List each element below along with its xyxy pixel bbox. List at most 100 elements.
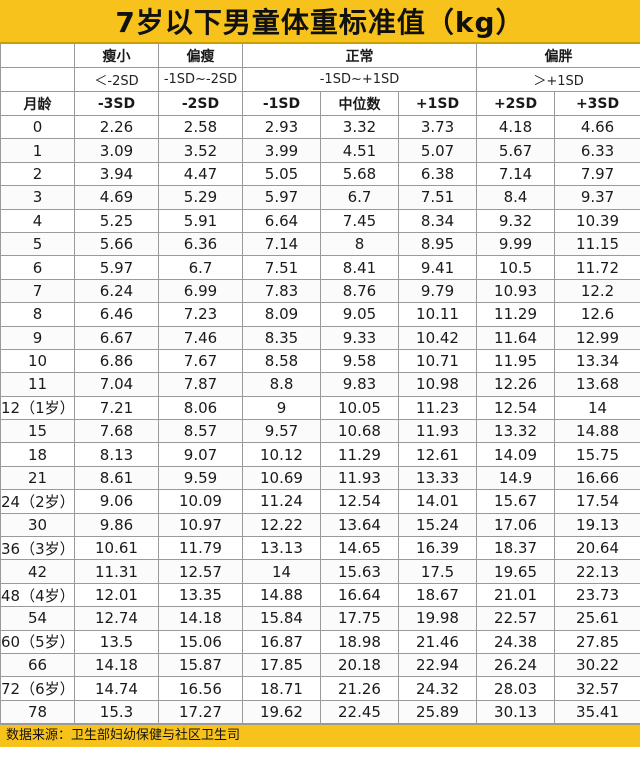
table-row: 66 14.18 15.87 17.85 20.18 22.94 26.24 30.22 (0, 652, 640, 678)
value-cell: 10.71 (397, 348, 478, 374)
value-cell: 12.61 (397, 442, 478, 467)
value-cell: 9.59 (158, 465, 243, 491)
weight-table: 瘦小 偏瘦 正常 偏胖 ＜-2SD -1SD~-2SD -1SD~+1SD ＞+… (0, 43, 640, 725)
value-cell: 8.06 (158, 395, 243, 421)
value-cell: 32.57 (554, 676, 640, 701)
value-cell: 8.35 (242, 325, 321, 350)
table-row: 72（6岁） 14.74 16.56 18.71 21.26 24.32 28.03 32.5… (0, 676, 640, 701)
value-cell: 7.14 (476, 161, 556, 187)
table-row: 48（4岁） 12.01 13.35 14.88 16.64 18.67 21.01 23.7… (0, 582, 640, 608)
value-cell: 6.86 (74, 348, 159, 374)
table-row: 11 7.04 7.87 8.8 9.83 10.98 12.26 13.68 (0, 372, 640, 397)
range-overweight: ＞+1SD (476, 67, 640, 92)
value-cell: 2.93 (242, 114, 321, 140)
value-cell: 10.97 (158, 512, 243, 538)
table-row: 1 3.09 3.52 3.99 4.51 5.07 5.67 6.33 (0, 138, 640, 163)
group-header-normal: 正常 (241, 43, 478, 68)
value-cell: 10.98 (397, 372, 478, 397)
age-cell: 0 (0, 114, 75, 140)
value-cell: 12.26 (476, 372, 556, 397)
table-row: 30 9.86 10.97 12.22 13.64 15.24 17.06 19.13 (0, 512, 640, 538)
value-cell: 12.54 (320, 489, 399, 514)
value-cell: 8.76 (320, 278, 399, 304)
group-header-underweight: 偏瘦 (158, 43, 243, 68)
table-row: 4 5.25 5.91 6.64 7.45 8.34 9.32 10.39 (0, 208, 640, 233)
value-cell: 19.13 (554, 512, 640, 538)
value-cell: 30.22 (554, 652, 640, 678)
value-cell: 12.57 (158, 559, 243, 584)
header-range-row: ＜-2SD -1SD~-2SD -1SD~+1SD ＞+1SD (0, 67, 640, 92)
column-header-row: 月龄 -3SD -2SD -1SD 中位数 +1SD +2SD +3SD (0, 91, 640, 116)
value-cell: 11.93 (397, 419, 478, 444)
value-cell: 9.79 (397, 278, 478, 304)
value-cell: 7.87 (158, 372, 243, 397)
value-cell: 7.51 (397, 185, 478, 210)
value-cell: 8 (320, 231, 399, 257)
page-title: 7岁以下男童体重标准值（kg） (0, 0, 640, 43)
value-cell: 6.99 (158, 278, 243, 304)
value-cell: 5.66 (74, 231, 159, 257)
value-cell: 15.3 (74, 699, 159, 725)
value-cell: 16.87 (242, 629, 321, 654)
value-cell: 8.58 (242, 348, 321, 374)
value-cell: 9.58 (320, 348, 399, 374)
value-cell: 8.09 (242, 302, 321, 327)
value-cell: 13.32 (476, 419, 556, 444)
value-cell: 10.42 (397, 325, 478, 350)
value-cell: 7.68 (74, 419, 159, 444)
value-cell: 6.33 (554, 138, 640, 163)
value-cell: 5.97 (74, 255, 159, 280)
value-cell: 8.13 (74, 442, 159, 467)
value-cell: 2.58 (158, 114, 243, 140)
value-cell: 12.99 (554, 325, 640, 350)
table-row: 9 6.67 7.46 8.35 9.33 10.42 11.64 12.99 (0, 325, 640, 350)
value-cell: 7.23 (158, 302, 243, 327)
column-header: +1SD (397, 91, 478, 116)
header-group-row: 瘦小 偏瘦 正常 偏胖 (0, 43, 640, 68)
value-cell: 5.07 (397, 138, 478, 163)
age-cell: 42 (0, 559, 75, 584)
table-row: 36（3岁） 10.61 11.79 13.13 14.65 16.39 18.37 20.6… (0, 536, 640, 561)
value-cell: 28.03 (476, 676, 556, 701)
value-cell: 5.05 (242, 161, 321, 187)
age-cell: 12（1岁） (0, 395, 75, 421)
value-cell: 24.38 (476, 629, 556, 654)
value-cell: 12.01 (74, 582, 159, 608)
value-cell: 9.07 (158, 442, 243, 467)
table-row: 42 11.31 12.57 14 15.63 17.5 19.65 22.13 (0, 559, 640, 584)
value-cell: 13.5 (74, 629, 159, 654)
value-cell: 7.97 (554, 161, 640, 187)
value-cell: 7.67 (158, 348, 243, 374)
value-cell: 15.84 (242, 606, 321, 631)
value-cell: 13.68 (554, 372, 640, 397)
age-cell: 36（3岁） (0, 536, 75, 561)
value-cell: 21.46 (397, 629, 478, 654)
age-cell: 30 (0, 512, 75, 538)
value-cell: 9.86 (74, 512, 159, 538)
value-cell: 13.13 (242, 536, 321, 561)
value-cell: 3.94 (74, 161, 159, 187)
value-cell: 4.51 (320, 138, 399, 163)
value-cell: 12.22 (242, 512, 321, 538)
value-cell: 10.93 (476, 278, 556, 304)
value-cell: 16.39 (397, 536, 478, 561)
value-cell: 6.7 (320, 185, 399, 210)
table-row: 18 8.13 9.07 10.12 11.29 12.61 14.09 15.75 (0, 442, 640, 467)
table-row: 10 6.86 7.67 8.58 9.58 10.71 11.95 13.34 (0, 348, 640, 374)
value-cell: 11.95 (476, 348, 556, 374)
value-cell: 9.41 (397, 255, 478, 280)
age-cell: 54 (0, 606, 75, 631)
value-cell: 5.91 (158, 208, 243, 233)
table-row: 5 5.66 6.36 7.14 8 8.95 9.99 11.15 (0, 231, 640, 257)
column-header: +3SD (554, 91, 640, 116)
value-cell: 11.93 (320, 465, 399, 491)
range-underweight: -1SD~-2SD (158, 67, 243, 92)
value-cell: 3.52 (158, 138, 243, 163)
value-cell: 15.67 (476, 489, 556, 514)
table-row: 15 7.68 8.57 9.57 10.68 11.93 13.32 14.88 (0, 419, 640, 444)
value-cell: 14 (554, 395, 640, 421)
value-cell: 18.67 (397, 582, 478, 608)
value-cell: 15.06 (158, 629, 243, 654)
age-cell: 2 (0, 161, 75, 187)
value-cell: 14.74 (74, 676, 159, 701)
